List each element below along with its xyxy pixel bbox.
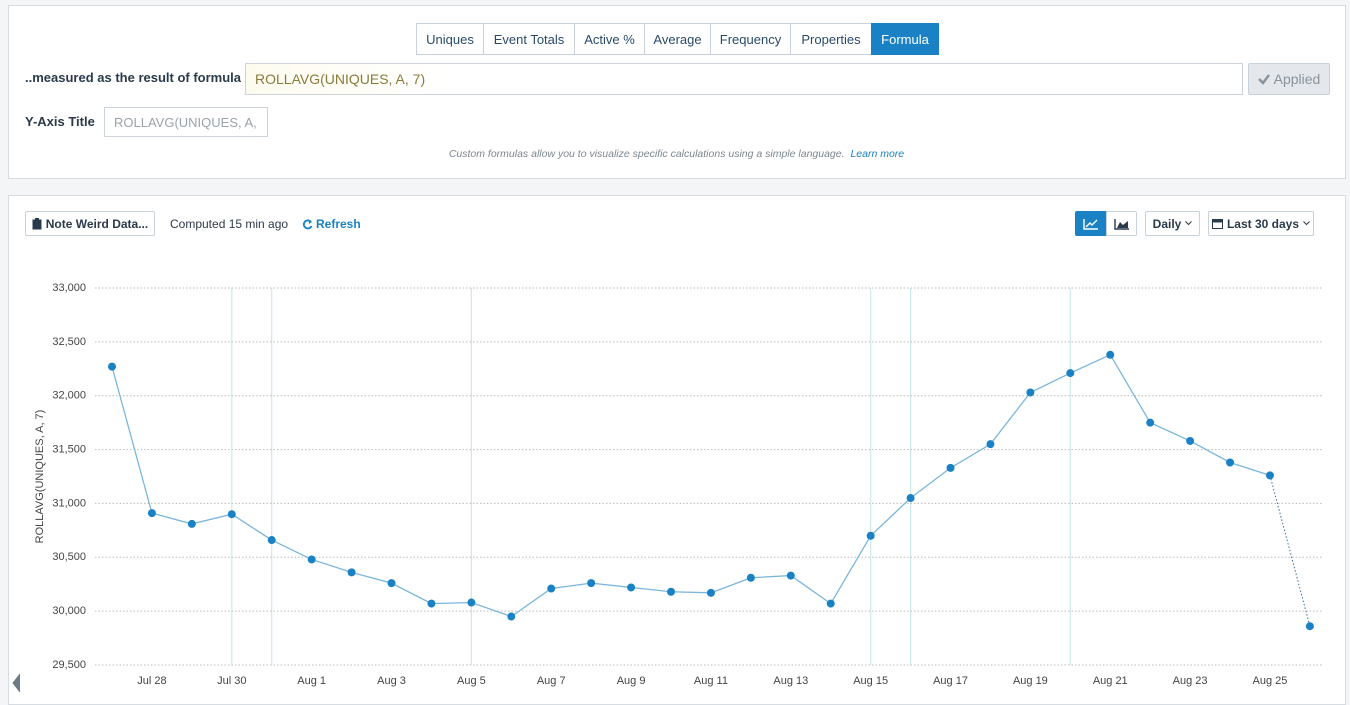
data-point [946, 463, 955, 472]
data-point [1026, 388, 1035, 397]
x-tick-label: Aug 25 [1253, 675, 1288, 687]
data-point [108, 362, 116, 371]
data-point [387, 579, 396, 588]
calendar-icon [1211, 219, 1223, 229]
series-line [111, 353, 1271, 618]
data-point [1305, 622, 1314, 631]
caret-icon [1303, 221, 1310, 226]
tab[interactable]: Formula [871, 23, 939, 55]
data-point [307, 555, 316, 564]
data-point [147, 509, 156, 518]
tab[interactable]: Active % [574, 23, 645, 55]
applied-text: Applied [1273, 71, 1321, 87]
y-tick-label: 32,000 [52, 390, 86, 402]
applied-button[interactable]: Applied [1248, 63, 1330, 95]
x-tick-label: Aug 3 [377, 675, 406, 687]
data-point [1265, 471, 1274, 480]
y-tick-label: 30,000 [52, 605, 86, 617]
x-tick-label: Jul 28 [137, 675, 166, 687]
y-axis-title-label: Y-Axis Title [25, 114, 95, 129]
data-point [786, 571, 795, 580]
y-tick-label: 33,000 [52, 282, 86, 294]
y-tick-label: 31,000 [52, 497, 86, 509]
data-point [347, 568, 356, 577]
hint-text: Custom formulas allow you to visualize s… [448, 148, 845, 160]
y-tick-label: 30,500 [52, 551, 86, 563]
note-text: Note Weird Data... [45, 216, 149, 231]
y-tick-label: 32,500 [52, 336, 86, 348]
data-point [507, 612, 516, 621]
x-tick-label: Aug 11 [694, 675, 728, 687]
data-point [187, 519, 196, 528]
data-point [706, 588, 715, 597]
interval-dropdown[interactable]: Daily [1145, 211, 1200, 236]
x-tick-label: Aug 15 [853, 675, 888, 687]
x-tick-label: Aug 23 [1173, 675, 1208, 687]
x-tick-label: Aug 7 [537, 675, 566, 687]
data-point [866, 531, 875, 540]
refresh-text: Refresh [316, 217, 361, 231]
data-point [826, 599, 835, 608]
data-point [1106, 350, 1115, 359]
y-axis-title: ROLLAVG(UNIQUES, A, 7) [34, 410, 46, 544]
y-tick-label: 31,500 [52, 443, 86, 455]
tab[interactable]: Event Totals [483, 23, 575, 55]
formula-input[interactable]: ROLLAVG(UNIQUES, A, 7) [245, 63, 1243, 95]
data-point [1186, 436, 1195, 445]
area-chart-button[interactable] [1106, 211, 1137, 236]
data-point [587, 579, 596, 588]
x-tick-label: Aug 17 [933, 675, 968, 687]
data-point [547, 584, 556, 593]
scroll-left-arrow[interactable] [12, 673, 21, 693]
clipboard-icon [32, 217, 42, 229]
y-tick-label: 29,500 [52, 659, 86, 671]
note-button[interactable]: Note Weird Data... [25, 211, 155, 236]
data-point [667, 587, 676, 596]
data-point [427, 599, 436, 608]
data-point [1066, 369, 1075, 378]
data-point [746, 573, 755, 582]
data-point [1226, 458, 1235, 467]
formula-label: ..measured as the result of formula [25, 70, 242, 85]
tab[interactable]: Frequency [710, 23, 791, 55]
refresh-link[interactable]: Refresh [302, 217, 361, 231]
learn-more-link[interactable]: Learn more [850, 148, 905, 160]
y-axis-title-input[interactable]: ROLLAVG(UNIQUES, A, [104, 107, 268, 137]
line-icon [1083, 218, 1098, 230]
x-tick-label: Aug 13 [773, 675, 808, 687]
x-tick-label: Aug 5 [457, 675, 486, 687]
data-point [906, 494, 915, 503]
x-tick-label: Aug 1 [297, 675, 326, 687]
tab[interactable]: Average [644, 23, 711, 55]
range-dropdown[interactable]: Last 30 days [1208, 211, 1314, 236]
data-point [267, 536, 276, 545]
data-point [1146, 418, 1155, 427]
tab[interactable]: Properties [790, 23, 872, 55]
x-tick-label: Aug 21 [1093, 675, 1128, 687]
computed-text: Computed 15 min ago [170, 217, 289, 231]
data-point [227, 510, 236, 519]
data-point [986, 440, 995, 449]
x-tick-label: Jul 30 [217, 675, 246, 687]
chart: 29,500 30,000 30,500 31,000 31,500 32,000 32,5… [12, 282, 1322, 693]
data-point [467, 598, 476, 607]
hint: Custom formulas allow you to visualize s… [0, 148, 1350, 160]
incomplete-segment [1269, 475, 1311, 627]
x-tick-label: Aug 9 [617, 675, 646, 687]
check-icon [1257, 74, 1270, 85]
caret-icon [1185, 221, 1193, 226]
line-chart-button[interactable] [1075, 211, 1107, 236]
area-icon [1113, 218, 1129, 230]
tab[interactable]: Uniques [416, 23, 484, 55]
interval-text: Daily [1152, 216, 1182, 231]
data-point [627, 583, 636, 592]
refresh-icon [302, 219, 313, 229]
range-text: Last 30 days [1226, 216, 1300, 231]
x-tick-label: Aug 19 [1013, 675, 1048, 687]
